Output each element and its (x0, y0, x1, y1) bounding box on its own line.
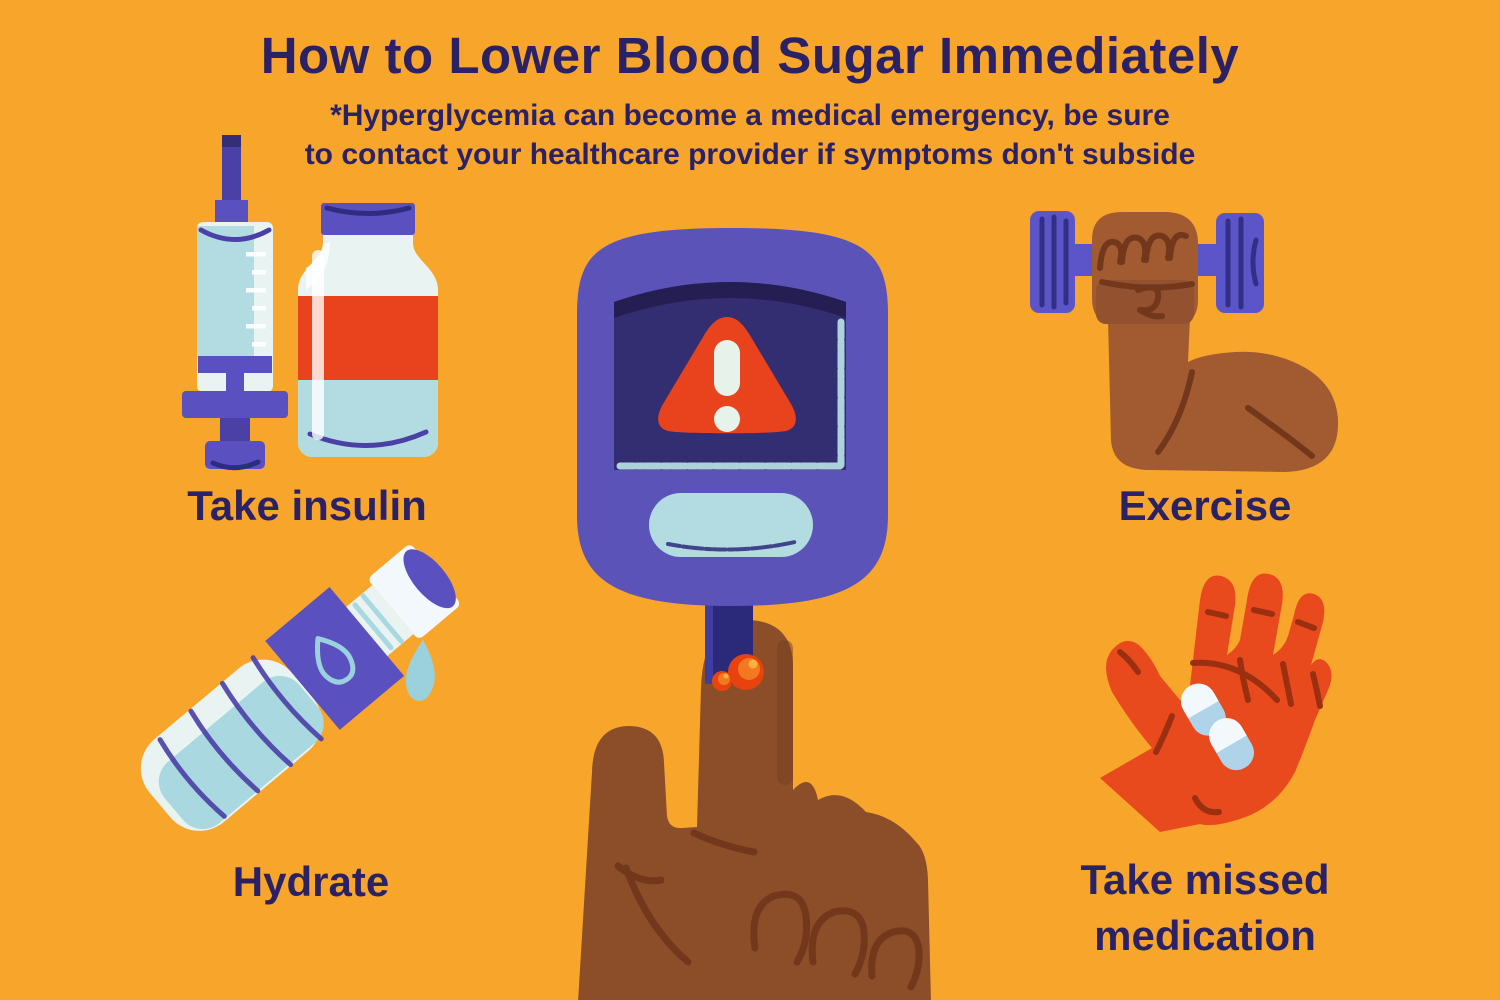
blood-drop-large-inner (738, 658, 760, 680)
test-strip-highlight (705, 560, 713, 684)
syringe-plunger-seal (198, 356, 272, 373)
screen-border-sketch (616, 318, 845, 470)
label-hydrate: Hydrate (232, 858, 390, 905)
meter-button-sketch (666, 540, 797, 552)
syringe-tick-marks (246, 252, 266, 347)
bottle-ridges (157, 655, 324, 819)
subtitle-line-1: *Hyperglycemia can become a medical emer… (330, 99, 1170, 132)
flexed-arm-icon (1030, 211, 1339, 472)
meter-button (649, 493, 813, 557)
blood-drop-small-highlight (723, 673, 729, 679)
hand-crease-lines (614, 829, 923, 991)
vial-cap-sketch (324, 205, 412, 216)
fist-knuckle-lines (1097, 232, 1195, 320)
page-subtitle: *Hyperglycemia can become a medical emer… (0, 96, 1500, 174)
warning-icon (658, 317, 796, 434)
syringe-plunger-stem (226, 373, 244, 393)
arm-muscle-lines (1155, 369, 1315, 459)
label-take-missed-medication: Take missed medication (1035, 852, 1375, 964)
label-medication-line-2: medication (1094, 912, 1316, 959)
hand-silhouette (578, 620, 931, 1000)
syringe-thumb-rest (205, 441, 265, 469)
finger-shading (777, 640, 793, 785)
bottle-cap (369, 545, 460, 638)
subtitle-line-2: to contact your healthcare provider if s… (304, 138, 1196, 171)
vial-highlight (312, 250, 324, 440)
pills-icon (1180, 683, 1254, 771)
vial-liquid-sketch (307, 429, 429, 448)
bottle-drop-logo (315, 636, 356, 685)
meter-screen-top-shadow (614, 282, 846, 318)
pricked-finger-hand-icon (578, 620, 931, 1000)
syringe-thumb-rest-sketch (210, 459, 261, 471)
pill-capsule-1 (1180, 683, 1226, 736)
page-title: How to Lower Blood Sugar Immediately (260, 27, 1240, 84)
syringe-liquid (197, 226, 254, 357)
open-hand-icon (1100, 573, 1332, 832)
water-bottle-icon (140, 545, 460, 831)
exclamation-bar (714, 340, 740, 396)
label-exercise: Exercise (1118, 482, 1292, 529)
blood-drop-large-highlight (748, 659, 758, 669)
syringe-icon (182, 135, 288, 471)
insulin-vial-icon (298, 203, 438, 457)
glucose-meter-icon (577, 228, 888, 684)
blood-drops-icon (712, 654, 764, 691)
dumbbell-plate-stripes (1039, 214, 1259, 310)
pill-hand-creases (1117, 607, 1323, 816)
bottle-cap-opening (403, 549, 456, 609)
syringe-needle-tip (222, 135, 241, 147)
label-medication-line-1: Take missed (1080, 856, 1330, 903)
water-drop-icon (405, 640, 435, 701)
pill-capsule-2 (1209, 718, 1254, 771)
fist-palm-shade (1096, 280, 1194, 324)
label-take-insulin: Take insulin (187, 482, 427, 529)
vial-neck-highlight (306, 243, 330, 290)
syringe-flange (182, 391, 288, 418)
syringe-plunger-rod (220, 418, 250, 443)
bottle-neck-stripes (352, 593, 404, 651)
syringe-needle (222, 135, 241, 203)
syringe-meniscus (198, 227, 272, 242)
exclamation-dot (714, 406, 740, 432)
bottle-grip-band (265, 587, 405, 730)
